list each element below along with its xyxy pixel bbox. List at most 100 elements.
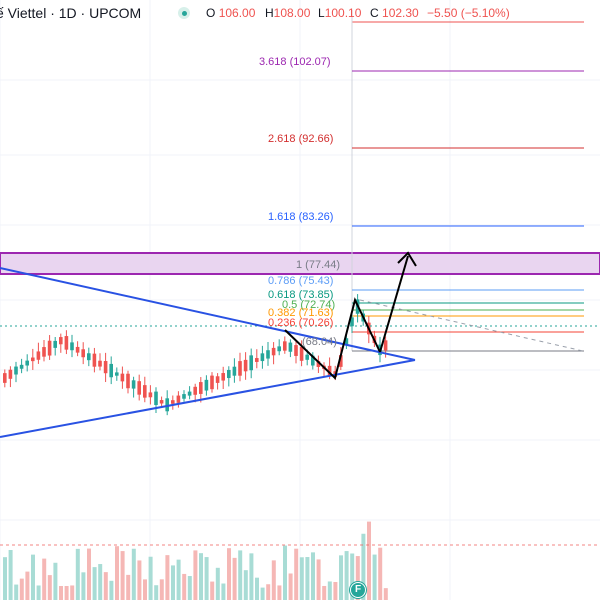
volume-bar	[31, 554, 35, 600]
volume-bar	[81, 572, 86, 600]
fib-label-1618: 1.618 (83.26)	[268, 211, 334, 223]
fib-label-0786: 0.786 (75.43)	[268, 275, 334, 287]
projection-dashed-line[interactable]	[359, 299, 584, 352]
volume-bar	[14, 584, 19, 600]
candle	[87, 353, 91, 361]
volume-bar	[238, 550, 243, 600]
candle	[47, 340, 52, 356]
upper-trendline[interactable]	[0, 267, 416, 361]
candle	[210, 375, 214, 390]
volume-bar	[350, 553, 355, 600]
volume-bar	[148, 556, 153, 600]
volume-bar	[109, 580, 114, 600]
candle	[344, 338, 349, 345]
fib-label-0: (68.04)	[302, 336, 337, 348]
volume-bar	[367, 521, 371, 600]
candle	[232, 366, 237, 376]
volume-bar	[271, 560, 276, 600]
volume-bar	[215, 567, 220, 600]
ohlc-high: H108.00	[265, 6, 311, 20]
lower-trendline[interactable]	[0, 359, 416, 438]
candle	[187, 391, 192, 396]
earnings-badge-icon[interactable]: F	[350, 582, 366, 598]
candle	[215, 376, 220, 383]
volume-bar	[64, 586, 69, 600]
volume-bar	[47, 575, 52, 600]
volume-bar	[171, 565, 175, 600]
volume-bar	[176, 559, 181, 600]
volume-bar	[260, 587, 265, 600]
candle	[277, 346, 281, 352]
candle	[42, 347, 46, 357]
volume-bar	[115, 546, 119, 600]
candle	[204, 379, 209, 391]
candle	[227, 369, 231, 379]
candle	[299, 346, 304, 361]
candle	[171, 400, 175, 404]
candle	[109, 363, 113, 378]
candle	[199, 382, 203, 394]
fib-label-0382: 0.382 (71.63)	[268, 307, 334, 319]
zigzag-path[interactable]	[284, 297, 381, 380]
volume-bar	[372, 554, 377, 600]
volume-bar	[75, 548, 80, 600]
candle	[8, 369, 13, 379]
candle	[159, 400, 164, 404]
symbol-title[interactable]: ế Viettel · 1D · UPCOM	[0, 5, 142, 21]
volume-bar	[137, 560, 142, 600]
fib-label-0618: 0.618 (73.85)	[268, 289, 334, 301]
fib-label-1: 1 (77.44)	[296, 259, 341, 271]
volume-bar	[277, 585, 282, 600]
candle	[266, 350, 270, 359]
candle	[81, 349, 85, 358]
candle	[255, 358, 259, 362]
volume-bar	[25, 571, 30, 600]
volume-bar	[92, 567, 97, 600]
volume-bar	[316, 559, 321, 600]
candle	[53, 340, 57, 348]
volume-bar	[53, 562, 58, 600]
candle	[31, 357, 35, 362]
volume-bar	[131, 548, 136, 600]
volume-bar	[361, 533, 366, 600]
volume-bar	[283, 545, 287, 600]
volume-bar	[344, 551, 349, 600]
volume-bar	[159, 579, 164, 600]
market-status-icon[interactable]	[178, 7, 190, 19]
candle	[36, 351, 41, 360]
volume-bar	[221, 583, 226, 600]
candle	[70, 342, 74, 351]
volume-bar	[299, 557, 304, 600]
volume-bar	[227, 548, 231, 600]
volume-bar	[266, 584, 271, 600]
candle	[143, 385, 147, 398]
volume-bar	[378, 547, 383, 600]
candle	[288, 342, 293, 352]
candle	[193, 386, 197, 395]
volume-bar	[288, 573, 293, 600]
candle	[271, 347, 276, 356]
candle	[249, 355, 253, 371]
volume-bar	[339, 555, 343, 600]
candle	[154, 391, 158, 406]
candle	[260, 353, 265, 362]
projection-arrow-line[interactable]	[379, 255, 409, 353]
candle	[3, 373, 7, 383]
candle	[25, 360, 29, 366]
volume-bar	[182, 573, 187, 600]
volume-bar	[8, 550, 13, 600]
candle	[294, 345, 298, 356]
volume-bar	[154, 585, 159, 600]
volume-bar	[210, 581, 215, 600]
volume-bar	[103, 572, 108, 600]
volume-bar	[143, 579, 147, 600]
candle	[98, 360, 102, 367]
volume-bar	[193, 550, 198, 600]
volume-bar	[243, 570, 248, 600]
volume-bar	[355, 556, 360, 600]
resistance-zone[interactable]	[0, 252, 600, 275]
fib-label-05: 0.5 (72.74)	[282, 299, 336, 311]
fibonacci-extension[interactable]	[351, 10, 584, 352]
